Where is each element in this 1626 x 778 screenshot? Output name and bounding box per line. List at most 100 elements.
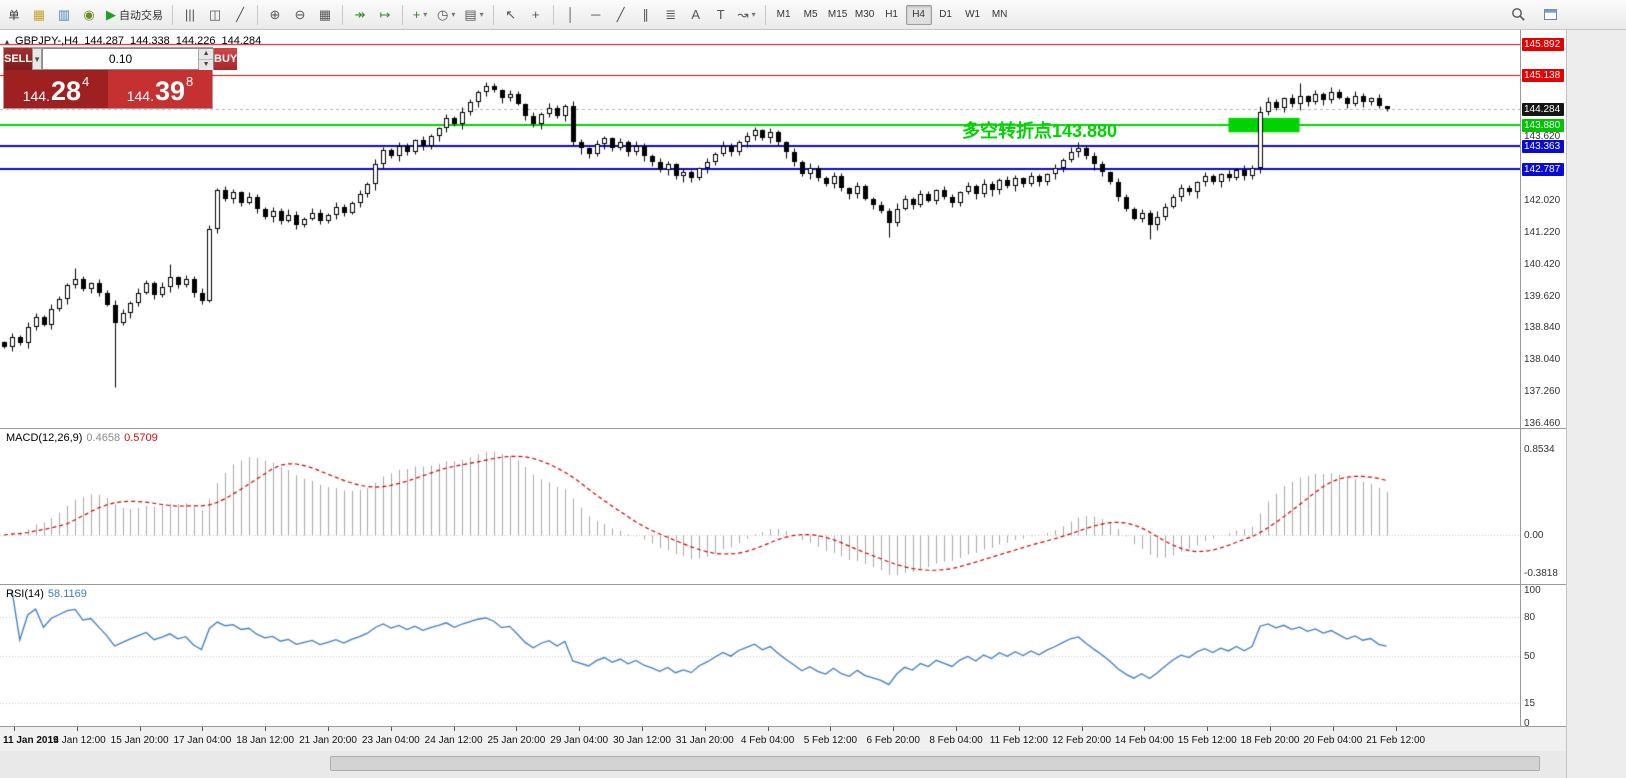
crosshair-button[interactable]: + bbox=[524, 3, 548, 27]
text-icon: A bbox=[691, 7, 700, 22]
crosshair-icon: + bbox=[531, 7, 540, 22]
arrow-objects-icon: ↝ bbox=[737, 7, 749, 22]
templates-button[interactable]: ▤ ▾ bbox=[460, 3, 487, 27]
time-tick bbox=[202, 727, 204, 731]
horizontal-scrollbar[interactable] bbox=[0, 751, 1566, 778]
high-value: 144.338 bbox=[129, 35, 170, 47]
profiles-button[interactable]: ▥ bbox=[52, 3, 76, 27]
new-window-button[interactable] bbox=[1538, 3, 1562, 27]
candlestick-icon: ◫ bbox=[208, 7, 222, 22]
text-button[interactable]: A bbox=[684, 3, 708, 27]
fibonacci-button[interactable]: ≣ bbox=[659, 3, 683, 27]
price-chart-canvas[interactable] bbox=[0, 30, 1520, 428]
time-label: 18 Feb 20:00 bbox=[1240, 735, 1300, 746]
chart-shift-button[interactable]: ↦ bbox=[373, 3, 397, 27]
indicators-button[interactable]: + ▾ bbox=[408, 3, 432, 27]
channel-button[interactable]: ∥ bbox=[634, 3, 658, 27]
sell-price-display[interactable]: 144. 28 4 bbox=[4, 70, 108, 108]
macd-canvas[interactable] bbox=[0, 429, 1520, 584]
templates-icon: ▤ bbox=[464, 7, 477, 22]
scale-label: 100 bbox=[1524, 585, 1541, 597]
timeframe-m30[interactable]: M30 bbox=[852, 5, 878, 25]
time-label: 20 Feb 04:00 bbox=[1303, 735, 1363, 746]
time-tick bbox=[830, 727, 832, 731]
scale-label: 50 bbox=[1524, 651, 1536, 663]
time-tick bbox=[956, 727, 957, 731]
macd-label: MACD(12,26,9) 0.4658 0.5709 bbox=[6, 432, 158, 444]
chart-window: 143.620 142.020 141.220 140.420 139.620 138.8… bbox=[0, 30, 1566, 778]
zoom-out-button[interactable]: ⊖ bbox=[288, 3, 312, 27]
tile-windows-button[interactable]: ▦ bbox=[313, 3, 337, 27]
new-chart-button[interactable]: ▦ bbox=[27, 3, 51, 27]
trendline-button[interactable]: ╱ bbox=[609, 3, 633, 27]
bar-chart-button[interactable]: ||| bbox=[178, 3, 202, 27]
scrollbar-thumb[interactable] bbox=[330, 756, 1540, 771]
pivot-annotation-text[interactable]: 多空转折点143.880 bbox=[962, 121, 1118, 141]
caret-down-icon: ▼ bbox=[33, 54, 42, 64]
text-label-button[interactable]: T bbox=[709, 3, 733, 27]
timeframe-w1[interactable]: W1 bbox=[960, 5, 986, 25]
text-label-icon: T bbox=[716, 7, 725, 22]
scale-label: 138.840 bbox=[1524, 322, 1561, 334]
time-tick bbox=[516, 727, 518, 731]
candlestick-chart-button[interactable]: ◫ bbox=[203, 3, 227, 27]
level-tag-blue-upper: 143.363 bbox=[1522, 139, 1564, 153]
time-tick bbox=[893, 727, 895, 731]
timeframe-m1[interactable]: M1 bbox=[771, 5, 797, 25]
auto-scroll-button[interactable]: ↠ bbox=[348, 3, 372, 27]
toolbar-items: 单 ▦ ▥ ◉ ▶ 自动交易 ||| ◫ ╱ ⊕ ⊖ ▦ ↠ ↦ + ▾ ◷ ▾ ▤ ▾ ↖ + │ ─ ╱ ∥ ≣ A T ↝ ▾ M1 M5… bbox=[2, 3, 1013, 27]
volume-field: ▲ ▼ bbox=[42, 48, 215, 70]
time-label: 18 Jan 12:00 bbox=[236, 735, 295, 746]
search-icon bbox=[1511, 8, 1525, 21]
chart-shift-icon: ↦ bbox=[379, 7, 391, 22]
horizontal-line-icon: ─ bbox=[591, 7, 601, 22]
periods-button[interactable]: ◷ ▾ bbox=[433, 3, 459, 27]
search-button[interactable] bbox=[1506, 3, 1530, 27]
scale-label: 140.420 bbox=[1524, 258, 1561, 270]
autotrading-button[interactable]: ▶ 自动交易 bbox=[102, 3, 167, 27]
volume-preset-dropdown[interactable]: ▼ bbox=[32, 48, 43, 70]
scale-label: 143.620 bbox=[1524, 130, 1561, 142]
timeframe-m5[interactable]: M5 bbox=[798, 5, 824, 25]
volume-decrease-button[interactable]: ▼ bbox=[199, 60, 214, 70]
buy-price-pips: 39 bbox=[154, 76, 186, 106]
volume-increase-button[interactable]: ▲ bbox=[199, 49, 214, 60]
level-tag-red-lower: 145.138 bbox=[1522, 68, 1564, 82]
timeframe-d1[interactable]: D1 bbox=[933, 5, 959, 25]
zoom-in-button[interactable]: ⊕ bbox=[263, 3, 287, 27]
indicators-icon: + bbox=[412, 7, 421, 22]
close-value: 144.284 bbox=[221, 35, 262, 47]
low-value: 144.226 bbox=[175, 35, 216, 47]
sell-button[interactable]: SELL bbox=[4, 48, 33, 70]
rsi-canvas[interactable] bbox=[0, 585, 1520, 726]
scale-label: 139.620 bbox=[1524, 291, 1561, 302]
bar-chart-icon: ||| bbox=[184, 7, 196, 22]
volume-input[interactable] bbox=[43, 49, 199, 69]
scale-label: 136.460 bbox=[1524, 417, 1561, 429]
arrows-button[interactable]: ↝ ▾ bbox=[734, 3, 760, 27]
buy-button[interactable]: BUY bbox=[214, 48, 238, 70]
timeframe-h4[interactable]: H4 bbox=[905, 4, 932, 25]
scale-label: 0.00 bbox=[1524, 530, 1544, 542]
timeframe-h1[interactable]: H1 bbox=[879, 5, 905, 25]
time-tick bbox=[14, 727, 15, 731]
scale-label: 15 bbox=[1524, 698, 1536, 709]
cursor-icon: ↖ bbox=[505, 7, 517, 22]
buy-price-base: 144. bbox=[126, 88, 154, 104]
timeframe-mn[interactable]: MN bbox=[987, 5, 1013, 25]
rsi-label: RSI(14) 58.1169 bbox=[6, 588, 87, 600]
line-chart-button[interactable]: ╱ bbox=[228, 3, 252, 27]
timeframe-m15[interactable]: M15 bbox=[825, 5, 851, 25]
cursor-button[interactable]: ↖ bbox=[499, 3, 523, 27]
time-label: 30 Jan 12:00 bbox=[613, 735, 671, 746]
buy-price-display[interactable]: 144. 39 8 bbox=[108, 70, 212, 108]
data-window-button[interactable]: ◉ bbox=[77, 3, 101, 27]
scale-label: -0.3818 bbox=[1524, 568, 1558, 580]
horizontal-line-button[interactable]: ─ bbox=[584, 3, 608, 27]
new-order-button[interactable]: 单 bbox=[2, 3, 26, 27]
time-label: 15 Jan 20:00 bbox=[110, 735, 169, 746]
time-label: 4 Feb 04:00 bbox=[740, 735, 795, 746]
vertical-line-button[interactable]: │ bbox=[559, 3, 583, 27]
rsi-name: RSI(14) bbox=[6, 588, 44, 600]
main-toolbar: 单 ▦ ▥ ◉ ▶ 自动交易 ||| ◫ ╱ ⊕ ⊖ ▦ ↠ ↦ + ▾ ◷ ▾ ▤ ▾ ↖ + │ ─ ╱ ∥ ≣ A T ↝ ▾ M1 M5… bbox=[0, 0, 1626, 30]
